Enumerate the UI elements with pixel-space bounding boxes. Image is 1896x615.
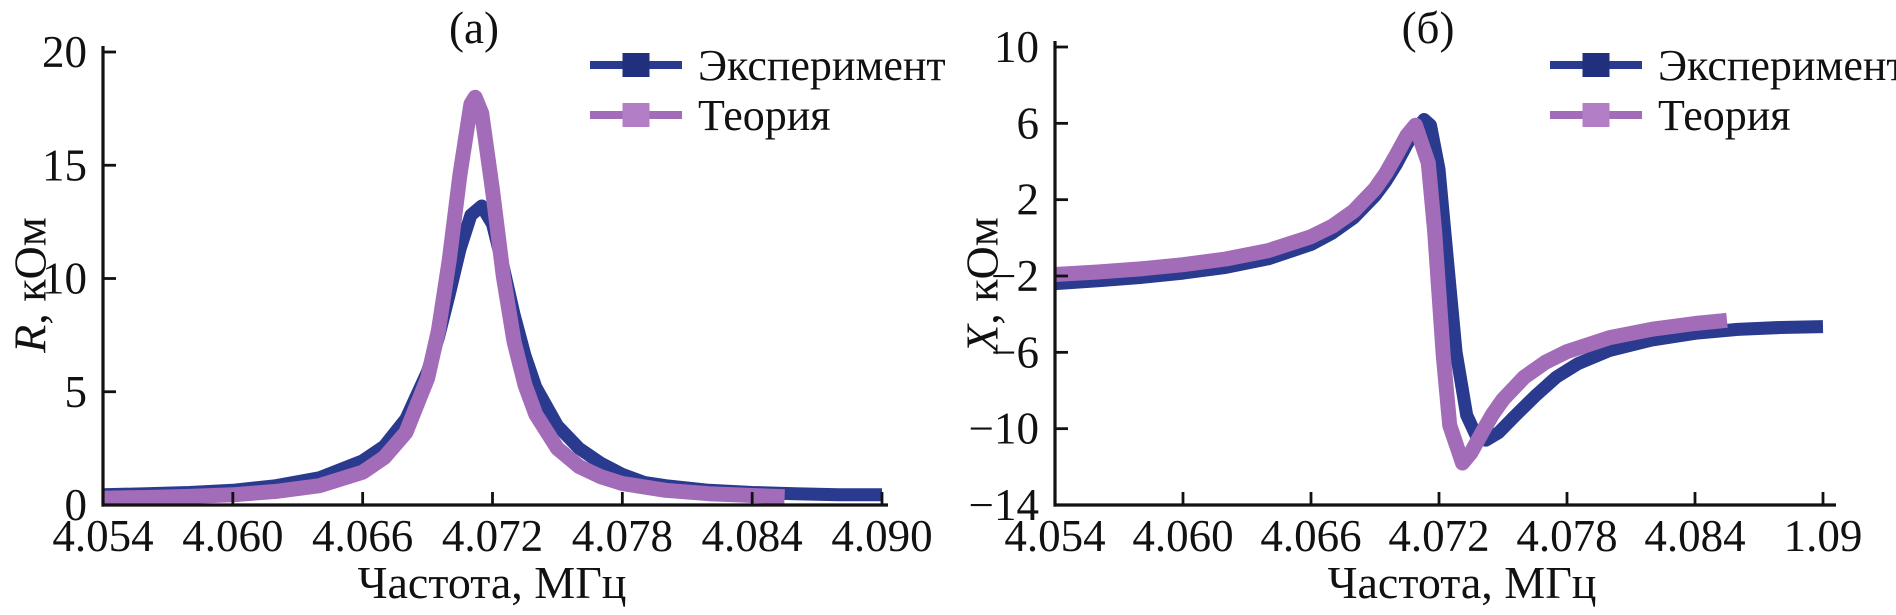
panel-a-title: (a) [449, 3, 499, 53]
x-tick-label: 4.084 [1644, 511, 1745, 561]
y-tick-label: −14 [969, 480, 1039, 530]
panel-a-ylabel: R, кОм [4, 217, 57, 353]
panel-b-xlabel: Частота, МГц [1327, 557, 1597, 608]
legend-label-experiment: Эксперимент [698, 40, 946, 90]
y-tick-label: 6 [1017, 98, 1040, 148]
y-tick-label: 20 [42, 27, 87, 77]
y-tick-label: 10 [42, 254, 87, 304]
series-line-experiment [1054, 113, 1824, 447]
y-tick-label: −2 [991, 251, 1039, 301]
x-tick-label: 4.072 [442, 511, 543, 561]
legend-item-experiment: Эксперимент [590, 40, 946, 90]
panel-a-xlabel: Частота, МГц [357, 557, 627, 608]
legend-panel-b: Эксперимент Теория [1550, 40, 1896, 140]
panel-b-ylabel: X, кОм [956, 217, 1009, 353]
x-tick-label: 4.054 [52, 511, 153, 561]
legend-line-experiment-swatch [590, 53, 682, 77]
y-tick-label: 15 [42, 140, 87, 190]
legend-line-theory-swatch [1550, 103, 1642, 127]
legend-label-theory: Теория [1658, 90, 1791, 140]
panel-b: 4.054 4.060 4.066 4.072 4.078 4.084 1.09 10 6 2 −2… [969, 22, 1863, 561]
y-tick-label: 0 [65, 480, 88, 530]
y-tick-label: −10 [969, 404, 1039, 454]
panel-a-ylabel-unit: , кОм [4, 217, 56, 325]
legend-square-marker-theory [1582, 103, 1610, 127]
panel-b-ylabel-unit: , кОм [956, 217, 1008, 325]
legend-item-theory: Теория [1550, 90, 1896, 140]
legend-line-theory-swatch [590, 103, 682, 127]
legend-square-marker-experiment [1582, 53, 1610, 77]
legend-label-theory: Теория [698, 90, 831, 140]
series-line-theory [1054, 117, 1728, 471]
y-tick-label: 10 [994, 22, 1039, 72]
legend-square-marker-theory [622, 103, 650, 127]
x-tick-label: 4.078 [572, 511, 673, 561]
x-tick-label: 4.060 [1132, 511, 1233, 561]
series-line-theory [102, 89, 785, 506]
legend-label-experiment: Эксперимент [1658, 40, 1896, 90]
x-tick-label: 4.072 [1388, 511, 1489, 561]
legend-square-marker-experiment [622, 53, 650, 77]
legend-line-experiment-swatch [1550, 53, 1642, 77]
x-tick-label: 4.078 [1516, 511, 1617, 561]
y-tick-label: 2 [1017, 175, 1040, 225]
x-tick-label: 1.09 [1784, 511, 1863, 561]
panel-b-ylabel-var: X [956, 324, 1008, 353]
panel-a-ylabel-var: R [4, 324, 56, 353]
legend-item-theory: Теория [590, 90, 946, 140]
x-tick-label: 4.060 [182, 511, 283, 561]
panel-b-title: (б) [1401, 3, 1455, 53]
x-tick-label: 4.066 [312, 511, 413, 561]
legend-panel-a: Эксперимент Теория [590, 40, 946, 140]
y-tick-label: 5 [65, 367, 88, 417]
legend-item-experiment: Эксперимент [1550, 40, 1896, 90]
y-tick-label: −6 [991, 327, 1039, 377]
x-tick-label: 4.066 [1260, 511, 1361, 561]
x-tick-label: 4.054 [1004, 511, 1105, 561]
x-tick-label: 4.090 [831, 511, 932, 561]
panel-a: 4.054 4.060 4.066 4.072 4.078 4.084 4.090 0 5 10 1… [42, 27, 933, 561]
x-tick-label: 4.084 [702, 511, 803, 561]
